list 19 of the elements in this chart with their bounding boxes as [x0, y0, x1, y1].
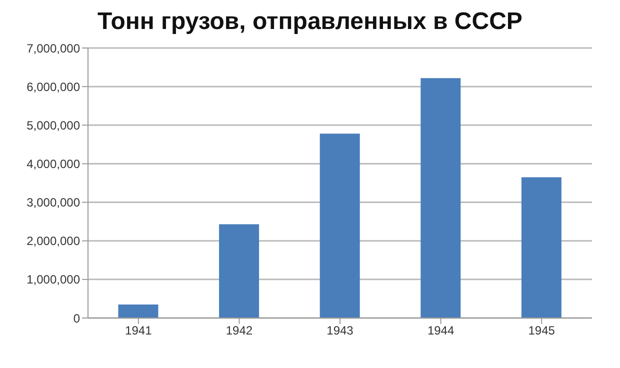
y-tick-label: 6,000,000 — [26, 80, 80, 94]
y-tick-label: 1,000,000 — [26, 272, 80, 287]
bar — [219, 224, 260, 318]
x-tick-label: 1941 — [125, 324, 152, 338]
y-tick-label: 5,000,000 — [26, 118, 80, 132]
x-tick-label: 1943 — [326, 324, 354, 338]
y-tick-label: 0 — [73, 311, 80, 326]
bar — [118, 304, 158, 318]
bar — [521, 177, 562, 318]
x-tick-label: 1942 — [226, 324, 253, 338]
y-tick-label: 2,000,000 — [26, 234, 80, 248]
y-tick-label: 4,000,000 — [26, 156, 80, 171]
bar — [320, 134, 360, 318]
y-tick-label: 7,000,000 — [26, 41, 80, 56]
x-tick-label: 1944 — [427, 324, 454, 338]
chart-title: Тонн грузов, отправленных в СССР — [96, 8, 524, 36]
y-tick-label: 3,000,000 — [26, 196, 80, 210]
bar — [420, 78, 461, 318]
x-tick-label: 1945 — [528, 324, 556, 338]
